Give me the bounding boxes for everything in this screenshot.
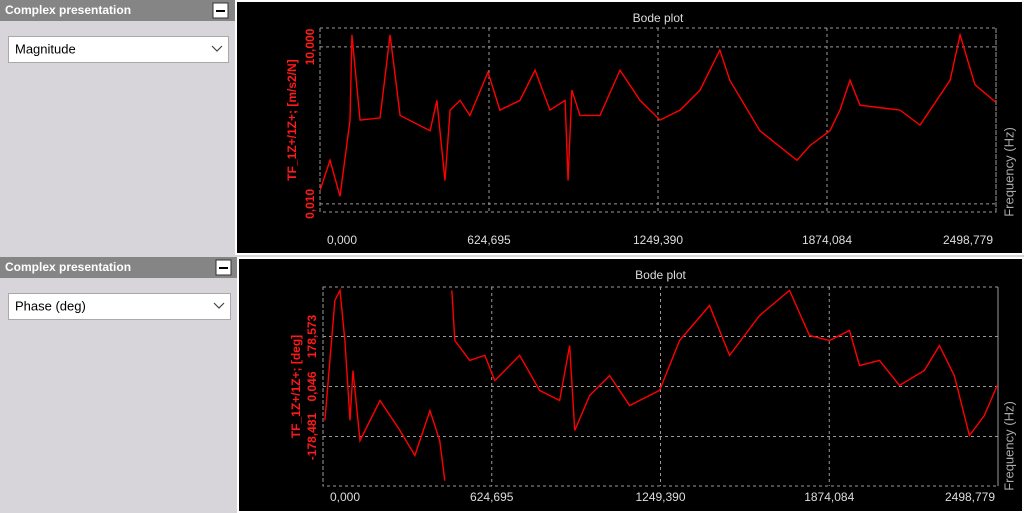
x-tick-label: 0,000 <box>327 233 357 247</box>
y-tick-label: 10,000 <box>303 28 317 65</box>
left-panel <box>0 0 236 513</box>
panel-header <box>0 0 235 21</box>
x-axis-label: Frequency (Hz) <box>1001 127 1016 217</box>
dropdown[interactable]: Magnitude <box>8 36 229 63</box>
dropdown[interactable]: Phase (deg) <box>8 293 231 320</box>
y-axis-label: TF_1Z+/1Z+; [deg] <box>289 335 303 438</box>
y-tick-label: 178,573 <box>305 314 319 358</box>
collapse-button[interactable] <box>212 2 229 19</box>
panel-header-title: Complex presentation <box>5 260 131 274</box>
x-tick-label: 1249,390 <box>633 233 683 247</box>
panel-header <box>0 257 237 278</box>
y-axis-label: TF_1Z+/1Z+; [m/s2/N] <box>285 59 299 180</box>
plot-panel <box>237 257 1024 513</box>
x-tick-label: 1874,084 <box>802 233 852 247</box>
x-axis-label: Frequency (Hz) <box>1001 401 1016 491</box>
y-tick-label: -178,481 <box>305 413 319 461</box>
y-tick-label: 0,046 <box>305 371 319 401</box>
chart-title: Bode plot <box>633 11 684 25</box>
data-line <box>320 32 996 197</box>
dropdown-value: Magnitude <box>15 41 76 56</box>
x-tick-label: 624,695 <box>467 233 511 247</box>
y-tick-label: 0,010 <box>303 189 317 219</box>
dropdown-value: Phase (deg) <box>15 298 86 313</box>
plot-panel <box>235 0 1024 255</box>
chart-title: Bode plot <box>635 268 686 282</box>
data-line <box>451 289 998 438</box>
x-tick-label: 1249,390 <box>635 490 685 504</box>
x-tick-label: 0,000 <box>330 490 360 504</box>
x-tick-label: 1874,084 <box>804 490 854 504</box>
x-tick-label: 624,695 <box>470 490 514 504</box>
data-line <box>324 287 446 481</box>
panel-header-title: Complex presentation <box>5 3 131 17</box>
x-tick-label: 2498,779 <box>945 490 995 504</box>
x-tick-label: 2498,779 <box>943 233 993 247</box>
collapse-button[interactable] <box>215 259 232 276</box>
